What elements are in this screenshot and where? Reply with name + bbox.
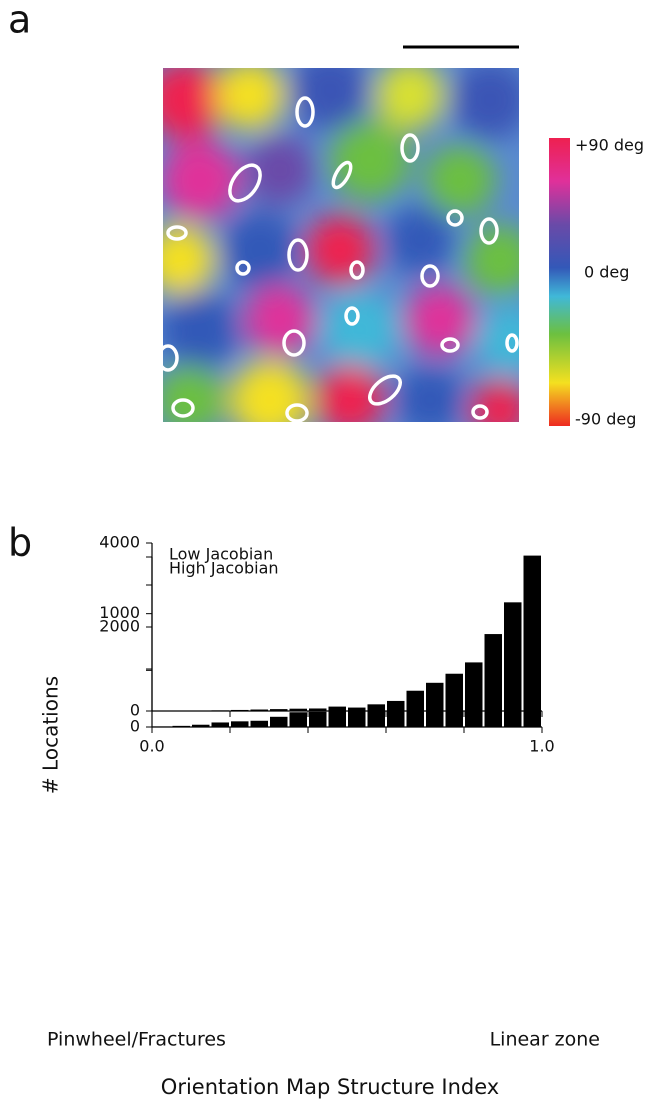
bar bbox=[270, 717, 288, 727]
chart-title: Low Jacobian bbox=[169, 545, 273, 564]
x-axis-label: Orientation Map Structure Index bbox=[161, 1075, 499, 1099]
x-tick-label: 0.0 bbox=[139, 737, 164, 756]
bar bbox=[387, 706, 405, 711]
bar bbox=[212, 722, 230, 727]
colorbar bbox=[549, 138, 570, 426]
y-tick-label: 0 bbox=[130, 701, 140, 720]
colorbar-label: -90 deg bbox=[575, 410, 636, 429]
x-end-label: Pinwheel/Fractures bbox=[47, 1029, 226, 1051]
colorbar-label: 0 deg bbox=[584, 263, 629, 282]
bar bbox=[524, 556, 542, 711]
bar bbox=[504, 671, 522, 711]
colorbar-label: +90 deg bbox=[575, 136, 644, 155]
bar bbox=[387, 701, 405, 727]
x-tick-label: 1.0 bbox=[529, 737, 554, 756]
bar bbox=[426, 703, 444, 711]
y-axis-label: # Locations bbox=[39, 676, 63, 794]
x-end-label: Linear zone bbox=[490, 1029, 600, 1051]
bar bbox=[251, 721, 269, 727]
panel-label: a bbox=[8, 0, 31, 42]
y-tick-label: 4000 bbox=[99, 533, 140, 552]
bar bbox=[446, 700, 464, 711]
bar bbox=[309, 712, 327, 727]
bar bbox=[485, 687, 503, 711]
bar bbox=[485, 634, 503, 727]
bar bbox=[465, 696, 483, 711]
bar bbox=[465, 662, 483, 727]
orientation-map bbox=[145, 50, 545, 440]
panel-label: b bbox=[8, 521, 32, 565]
y-tick-label: 2000 bbox=[99, 617, 140, 636]
bar bbox=[407, 705, 425, 711]
bar bbox=[231, 721, 249, 727]
bar bbox=[290, 712, 308, 727]
